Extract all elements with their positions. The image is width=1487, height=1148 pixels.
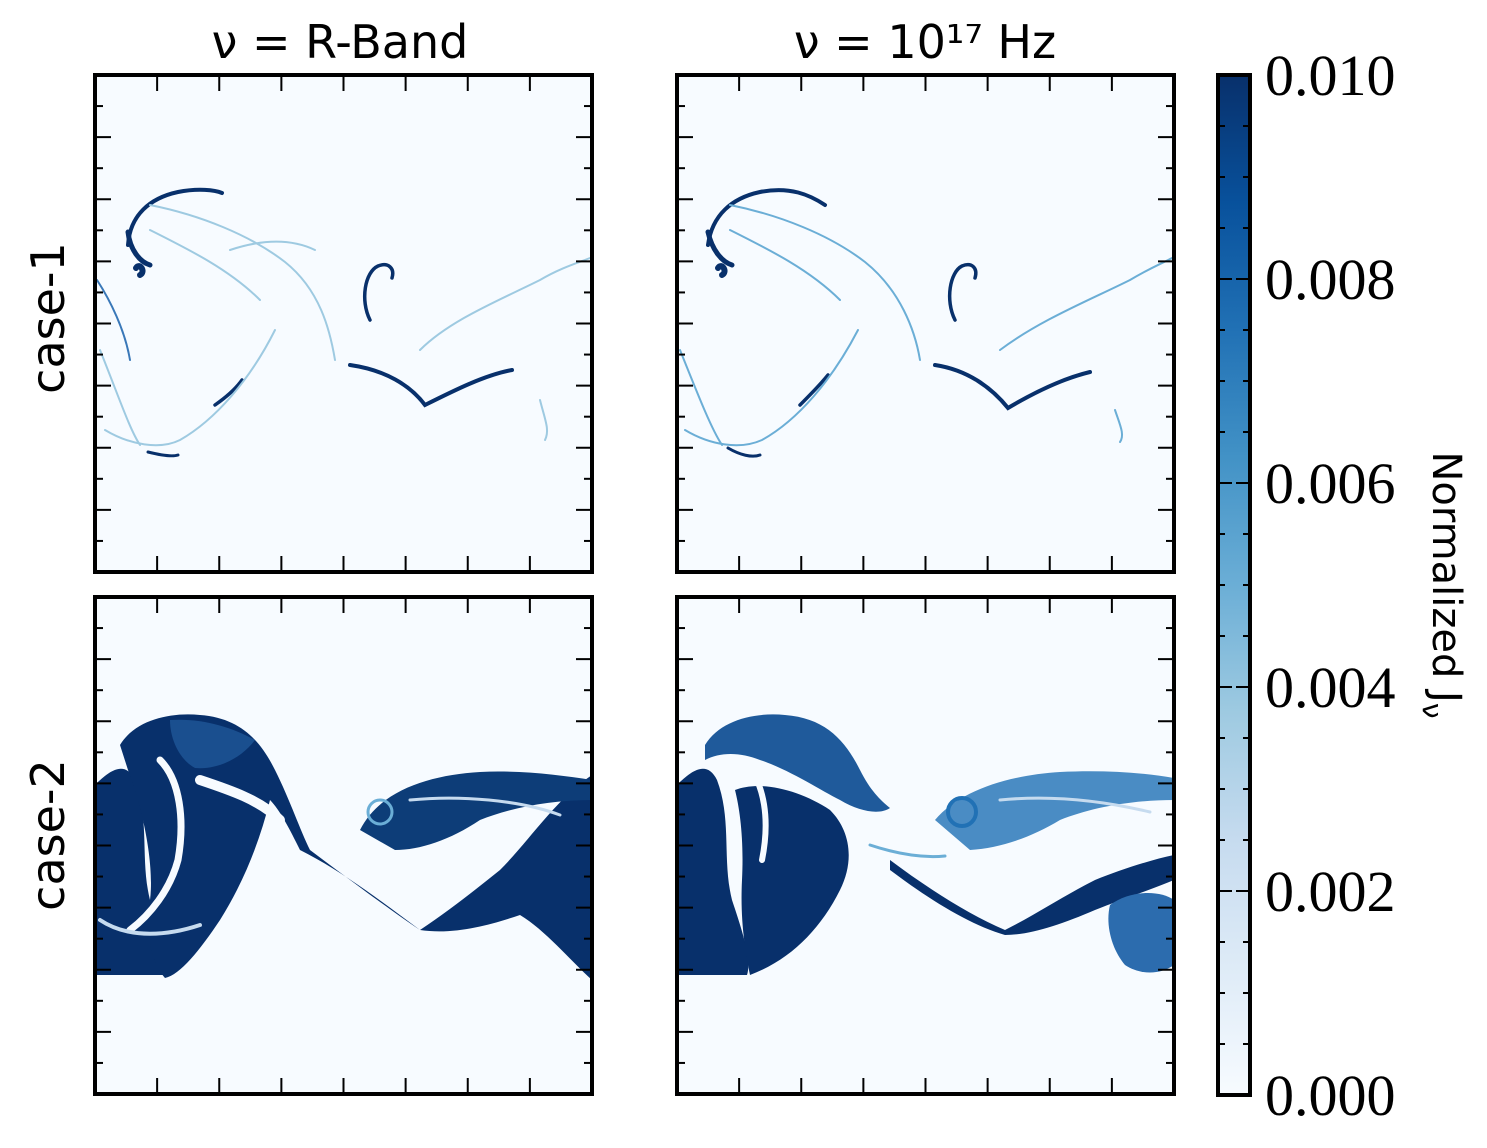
colorbar-label: Normalized Jν (1416, 452, 1469, 719)
column-title-r-band: ν = R-Band (212, 15, 469, 69)
colorbar-tick-label: 0.004 (1265, 655, 1396, 720)
panel-case-1-1e17hz (675, 73, 1176, 574)
colorbar-tick-label: 0.008 (1265, 247, 1396, 312)
panel-case-2-r-band (93, 595, 594, 1096)
row-label-case-2: case-2 (21, 759, 75, 911)
panel-case-1-r-band (93, 73, 594, 574)
colorbar: 0.000 0.002 0.004 0.006 0.008 0.010 Normalize… (1216, 43, 1469, 1128)
colorbar-tick-label: 0.006 (1265, 451, 1396, 516)
colorbar-label-text: Normalized J (1423, 452, 1469, 703)
panel-ticks (95, 75, 1174, 1094)
colorbar-tick-label: 0.002 (1265, 859, 1396, 924)
colorbar-tick-label: 0.000 (1265, 1063, 1396, 1128)
column-title-1e17hz: ν = 10¹⁷ Hz (794, 15, 1056, 69)
colorbar-tick-label: 0.010 (1265, 43, 1396, 108)
panel-case-2-1e17hz (675, 595, 1176, 1096)
colorbar-tick-labels: 0.000 0.002 0.004 0.006 0.008 0.010 (1265, 43, 1396, 1128)
row-label-case-1: case-1 (21, 242, 75, 394)
